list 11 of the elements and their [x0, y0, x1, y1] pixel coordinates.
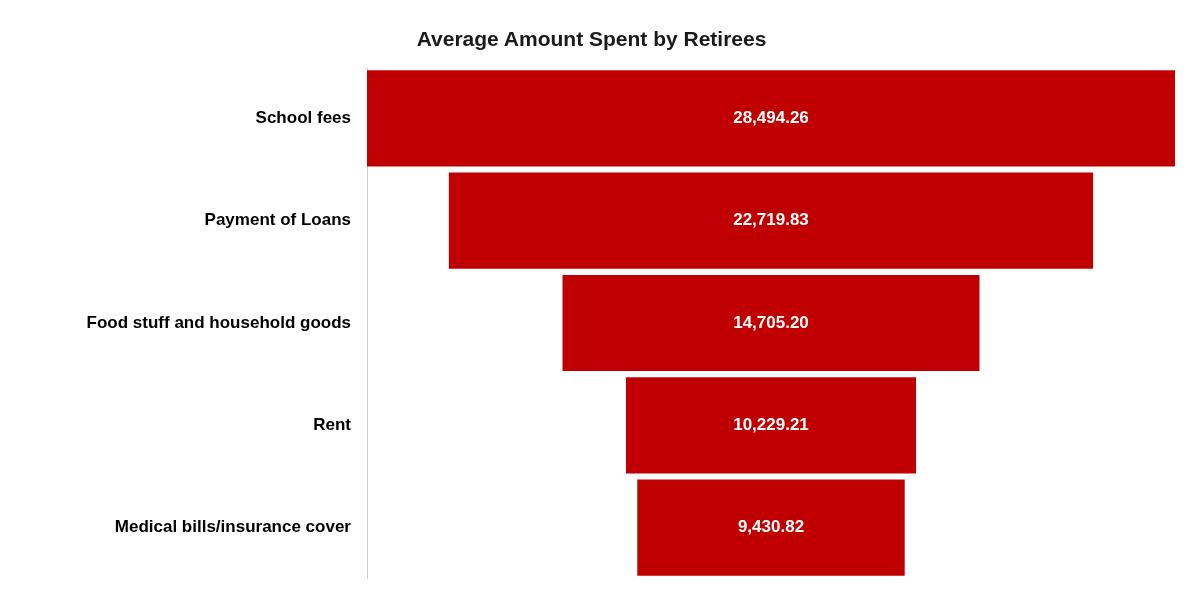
data-label: 28,494.26 — [733, 108, 809, 128]
category-label: School fees — [255, 108, 351, 128]
data-label: 14,705.20 — [733, 312, 809, 332]
data-label: 22,719.83 — [733, 210, 809, 230]
category-label: Medical bills/insurance cover — [114, 517, 352, 537]
data-label: 9,430.82 — [737, 517, 805, 537]
category-label: Payment of Loans — [204, 210, 351, 230]
data-label: 10,229.21 — [733, 415, 809, 435]
category-label: Rent — [313, 415, 352, 435]
category-label: Food stuff and household goods — [86, 312, 351, 332]
text: Average Amount Spent by Retirees — [416, 27, 767, 51]
